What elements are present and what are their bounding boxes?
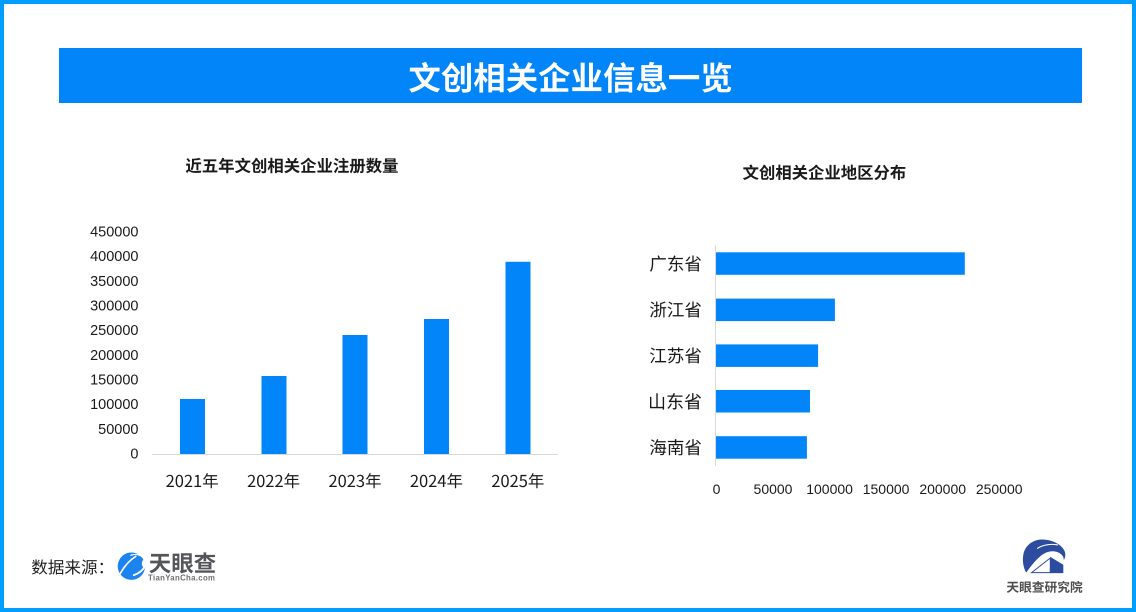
svg-text:250000: 250000	[90, 323, 138, 339]
svg-text:450000: 450000	[90, 224, 138, 240]
svg-text:50000: 50000	[754, 481, 793, 497]
svg-text:50000: 50000	[98, 422, 138, 438]
svg-text:200000: 200000	[90, 348, 138, 364]
svg-text:TianYanCha.com: TianYanCha.com	[148, 573, 215, 582]
svg-text:150000: 150000	[90, 373, 138, 389]
svg-text:0: 0	[130, 447, 138, 463]
svg-text:0: 0	[713, 481, 721, 497]
svg-text:400000: 400000	[90, 249, 138, 265]
svg-text:300000: 300000	[90, 299, 138, 315]
svg-text:100000: 100000	[806, 481, 853, 497]
svg-text:150000: 150000	[863, 481, 910, 497]
svg-text:100000: 100000	[90, 397, 138, 413]
svg-text:200000: 200000	[919, 481, 966, 497]
svg-text:350000: 350000	[90, 274, 138, 290]
svg-text:250000: 250000	[976, 481, 1023, 497]
